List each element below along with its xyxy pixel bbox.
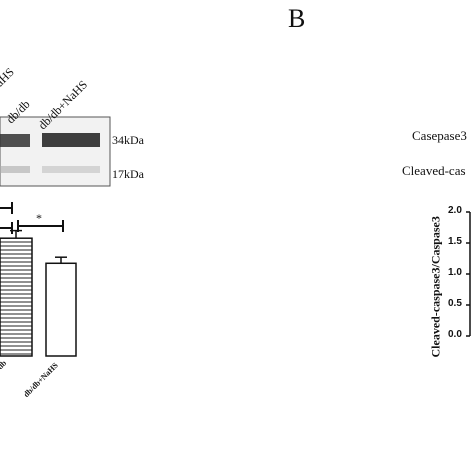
blot-band-17-lane1	[0, 166, 30, 173]
blot-membrane	[0, 116, 111, 187]
panel-b-y-axis-title: Cleaved-caspase3/Caspase3	[428, 216, 443, 358]
panel-a-bars	[0, 229, 77, 357]
y-tick-label: 0.0	[448, 329, 462, 340]
y-tick-label: 0.5	[448, 298, 462, 309]
marker-label-34kda: 34kDa	[112, 133, 144, 147]
panel-letter-b: B	[288, 4, 306, 33]
bar-1	[0, 237, 33, 357]
row-label-caspase3: Casepase3	[412, 128, 467, 143]
row-label-cleaved: Cleaved-cas	[402, 163, 466, 178]
marker-label-17kda: 17kDa	[112, 167, 144, 181]
significance-star: *	[36, 211, 42, 225]
y-tick-label: 1.5	[448, 236, 462, 247]
blot-band-17-lane2	[42, 166, 100, 173]
y-tick-label: 2.0	[448, 205, 462, 216]
blot-band-34-lane2	[42, 133, 100, 147]
y-tick-label: 1.0	[448, 267, 462, 278]
blot-band-34-lane1	[0, 134, 30, 147]
